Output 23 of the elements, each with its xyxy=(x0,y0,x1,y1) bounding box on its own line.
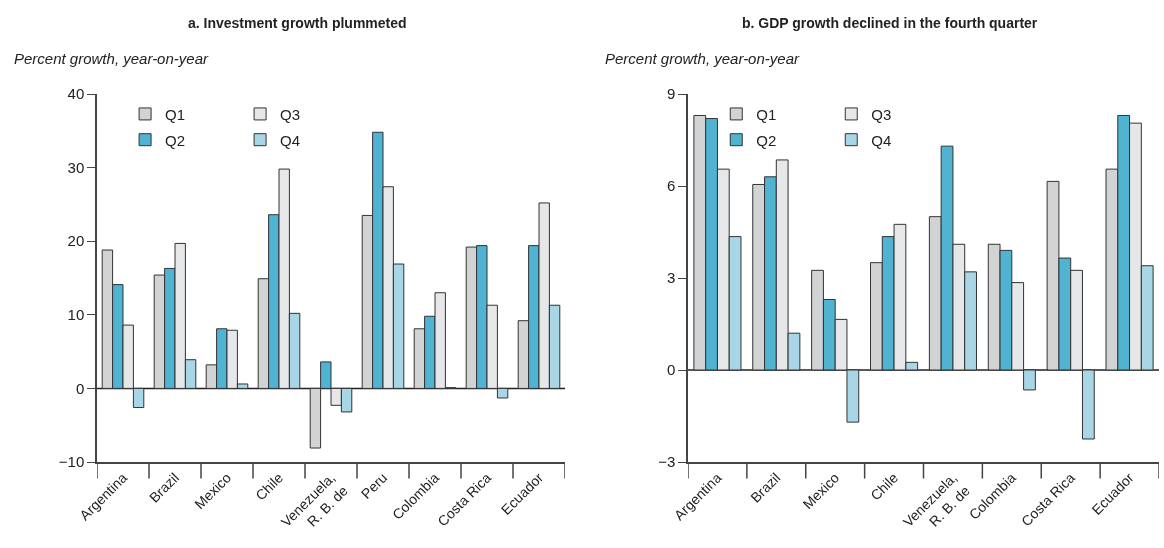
y-tick-label: 3 xyxy=(666,269,676,287)
y-tick-label: −10 xyxy=(58,453,85,471)
legend-label: Q2 xyxy=(165,131,186,149)
legend-label: Q4 xyxy=(871,131,892,149)
y-axis-title: Percent growth, year-on-year xyxy=(605,50,800,67)
y-tick-label: 20 xyxy=(67,232,85,250)
y-tick-label: 10 xyxy=(67,306,85,324)
legend-label: Q1 xyxy=(165,105,186,123)
legend-label: Q4 xyxy=(280,131,301,149)
legend-label: Q3 xyxy=(871,105,892,123)
y-tick-label: −3 xyxy=(658,453,676,471)
y-tick-label: 30 xyxy=(67,158,85,176)
y-tick-label: 6 xyxy=(666,177,676,195)
y-tick-label: 0 xyxy=(75,379,85,397)
legend-label: Q2 xyxy=(756,131,777,149)
y-tick-label: 0 xyxy=(666,361,676,379)
legend-label: Q3 xyxy=(280,105,301,123)
chart-title: a. Investment growth plummeted xyxy=(188,15,407,31)
y-axis-title: Percent growth, year-on-year xyxy=(14,50,209,67)
chart-title: b. GDP growth declined in the fourth quarter xyxy=(742,15,1038,31)
y-tick-label: 9 xyxy=(666,85,676,103)
y-tick-label: 40 xyxy=(67,85,85,103)
legend-label: Q1 xyxy=(756,105,777,123)
